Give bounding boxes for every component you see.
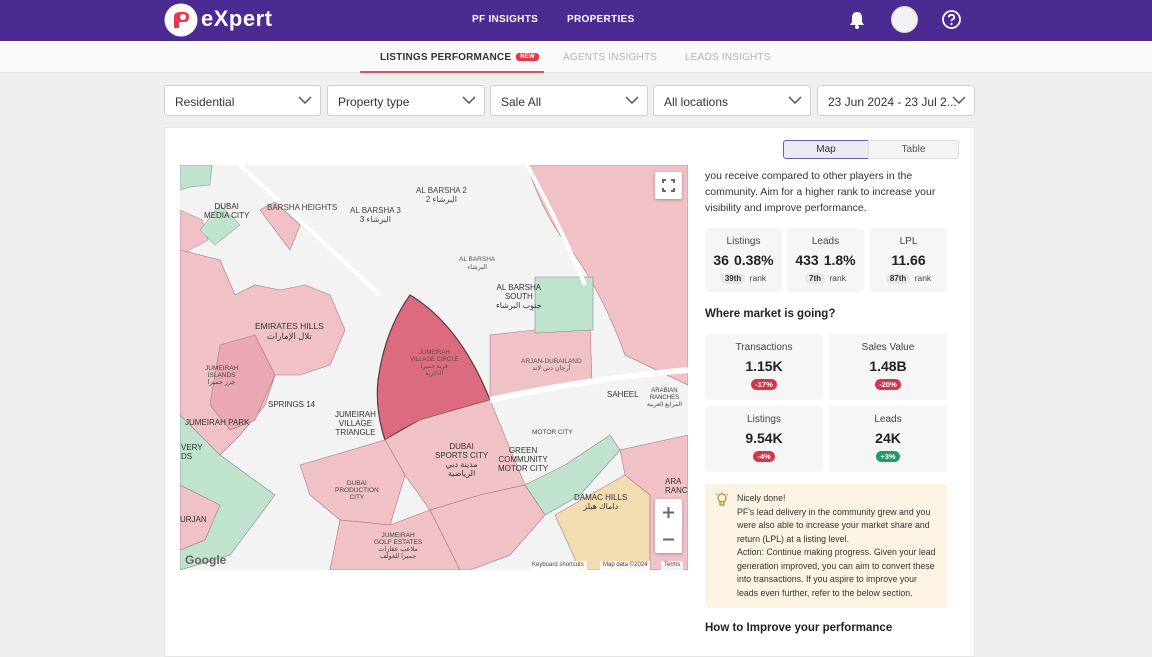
terms-link[interactable]: Terms bbox=[661, 561, 684, 570]
map-label-al-barsha-south: AL BARSHA SOUTH جنوب البرشاء bbox=[496, 283, 542, 310]
date-range-value: 23 Jun 2024 - 23 Jul 2... bbox=[828, 95, 957, 109]
chevron-down-icon bbox=[952, 96, 966, 105]
plus-icon bbox=[663, 507, 674, 518]
improve-section-title: How to Improve your performance bbox=[705, 622, 893, 634]
map-label-dubai-media-city: DUBAI MEDIA CITY bbox=[204, 202, 250, 220]
purpose-select[interactable]: Sale All bbox=[490, 85, 648, 116]
insight-box: Nicely done! PF's lead delivery in the c… bbox=[705, 484, 947, 608]
market-stat-transactions: Transactions 1.15K -17% bbox=[705, 334, 823, 400]
tab-agents-insights[interactable]: AGENTS INSIGHTS bbox=[563, 52, 658, 63]
rank-stat-lpl: LPL 11.66 87th rank bbox=[870, 228, 947, 292]
map-label-green-community: GREEN COMMUNITY MOTOR CITY bbox=[498, 446, 549, 473]
user-avatar[interactable] bbox=[891, 6, 918, 33]
map-data-attribution: Map data ©2024 bbox=[600, 561, 651, 570]
map-canvas[interactable] bbox=[180, 165, 688, 570]
ranking-description: you receive compared to other players in… bbox=[705, 170, 936, 214]
new-badge: NEW bbox=[516, 53, 539, 62]
notification-bell-icon[interactable] bbox=[847, 10, 867, 30]
map-label-al-barsha-2: AL BARSHA 2 البرشاء 2 bbox=[416, 186, 467, 204]
chevron-down-icon bbox=[298, 96, 312, 105]
change-badge: -17% bbox=[751, 379, 777, 390]
zoom-out-button[interactable] bbox=[655, 526, 682, 553]
fullscreen-button[interactable] bbox=[655, 172, 682, 199]
chevron-down-icon bbox=[625, 96, 639, 105]
brand-name: eXpert bbox=[201, 6, 273, 31]
date-range-select[interactable]: 23 Jun 2024 - 23 Jul 2... bbox=[817, 85, 975, 116]
expert-logo-icon[interactable] bbox=[164, 3, 198, 37]
map-label-jumeirah-islands: JUMEIRAH ISLANDS جزر جميرا bbox=[205, 365, 239, 386]
map-label-arjan: ARJAN-DUBAILAND أرجان دبي لاند bbox=[521, 358, 582, 372]
rank-stat-leads: Leads 433 1.8% 7th rank bbox=[787, 228, 864, 292]
map-label-jvc: JUMEIRAH VILLAGE CIRCLE قرية جميرا الدائرية bbox=[410, 350, 459, 377]
property-type-value: Property type bbox=[338, 95, 410, 109]
category-value: Residential bbox=[175, 95, 235, 109]
change-badge: +3% bbox=[876, 451, 900, 462]
minus-icon bbox=[663, 538, 674, 541]
top-navbar: eXpert PF INSIGHTS PROPERTIES bbox=[0, 0, 1152, 41]
google-logo: Google bbox=[185, 553, 227, 567]
map-label-sports-city: DUBAI SPORTS CITY مدينة دبي الرياضية bbox=[435, 442, 489, 478]
market-stat-sales-value: Sales Value 1.48B -20% bbox=[829, 334, 947, 400]
chevron-down-icon bbox=[788, 96, 802, 105]
map-label-very: VERY DS bbox=[181, 443, 203, 461]
map-label-jvt: JUMEIRAH VILLAGE TRIANGLE bbox=[335, 410, 376, 437]
chevron-down-icon bbox=[462, 96, 476, 105]
map-label-damac-hills: DAMAC HILLS داماك هيلز bbox=[574, 493, 628, 511]
nav-properties[interactable]: PROPERTIES bbox=[567, 14, 635, 25]
map-label-emirates-hills: EMIRATES HILLS تلال الإمارات bbox=[255, 321, 324, 341]
map-label-golf-estates: JUMEIRAH GOLF ESTATES ملاعب عقارات جميرا لل… bbox=[374, 532, 423, 560]
zoom-in-button[interactable] bbox=[655, 499, 682, 526]
map-label-springs-14: SPRINGS 14 bbox=[268, 400, 316, 409]
fullscreen-icon bbox=[662, 179, 675, 192]
tab-label: LISTINGS PERFORMANCE bbox=[380, 52, 512, 63]
keyboard-shortcuts-link[interactable]: Keyboard shortcuts bbox=[529, 561, 587, 570]
lightbulb-icon bbox=[715, 492, 729, 506]
map-label-jumeirah-park: JUMEIRAH PARK bbox=[185, 418, 250, 427]
table-view-toggle[interactable]: Table bbox=[868, 140, 959, 159]
tab-leads-insights[interactable]: LEADS INSIGHTS bbox=[685, 52, 771, 63]
market-section-title: Where market is going? bbox=[705, 308, 836, 320]
market-stat-listings: Listings 9.54K -4% bbox=[705, 406, 823, 472]
map-label-production-city: DUBAI PRODUCTION CITY bbox=[335, 480, 379, 501]
market-stat-leads: Leads 24K +3% bbox=[829, 406, 947, 472]
zoom-controls bbox=[655, 499, 682, 553]
map-view-toggle[interactable]: Map bbox=[783, 140, 869, 159]
category-select[interactable]: Residential bbox=[164, 85, 321, 116]
location-select[interactable]: All locations bbox=[653, 85, 811, 116]
property-type-select[interactable]: Property type bbox=[327, 85, 485, 116]
change-badge: -20% bbox=[875, 379, 901, 390]
map-label-motor-city: MOTOR CITY bbox=[532, 429, 573, 436]
section-tabs: LISTINGS PERFORMANCE NEW AGENTS INSIGHTS … bbox=[0, 41, 1152, 73]
map-label-urjan: URJAN bbox=[180, 515, 207, 524]
map-label-al-barsha: AL BARSHA البرشاء bbox=[459, 256, 496, 271]
map-label-arabian-ranches: ARABIAN RANCHES المرابع العربية bbox=[647, 388, 682, 408]
rank-stat-listings: Listings 36 0.38% 39th rank bbox=[705, 228, 782, 292]
change-badge: -4% bbox=[753, 451, 775, 462]
map-label-ara: ARARANCH bbox=[665, 477, 688, 495]
insight-text: Nicely done! PF's lead delivery in the c… bbox=[737, 493, 936, 598]
help-icon[interactable] bbox=[941, 9, 962, 30]
purpose-value: Sale All bbox=[501, 95, 542, 109]
tab-listings-performance[interactable]: LISTINGS PERFORMANCE NEW bbox=[380, 52, 539, 63]
map-label-al-barsha-3: AL BARSHA 3 البرشاء 3 bbox=[350, 206, 401, 224]
location-value: All locations bbox=[664, 95, 729, 109]
map-label-barsha-heights: BARSHA HEIGHTS bbox=[267, 203, 338, 212]
community-map[interactable]: AL BARSHA 2 البرشاء 2 BARSHA HEIGHTS AL B… bbox=[180, 165, 688, 570]
map-label-saheel: SAHEEL bbox=[607, 390, 639, 399]
active-tab-indicator bbox=[360, 71, 544, 73]
nav-pf-insights[interactable]: PF INSIGHTS bbox=[472, 14, 539, 25]
